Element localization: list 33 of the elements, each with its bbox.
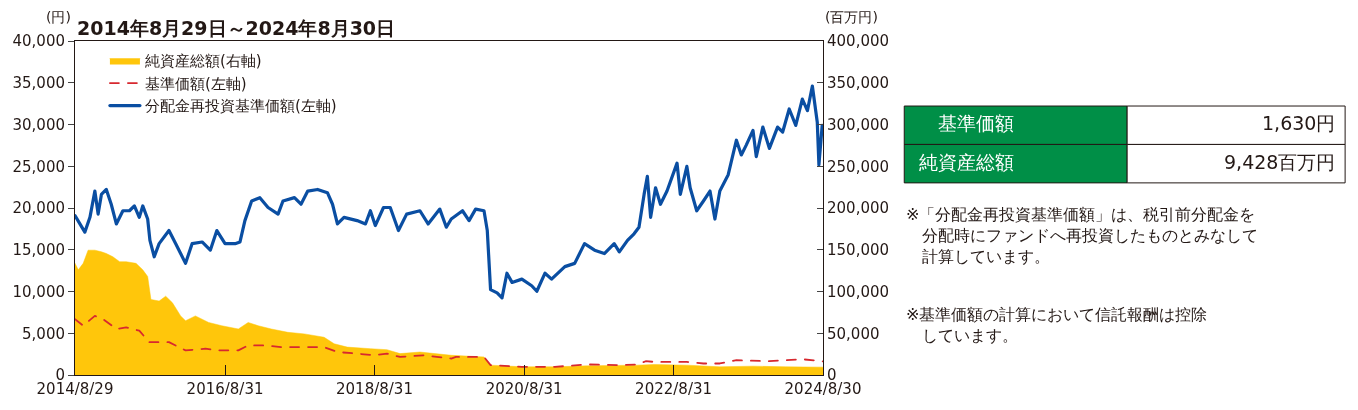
chart-title: 2014年8月29日～2024年8月30日 (77, 17, 396, 39)
y2-axis-title: (百万円) (825, 9, 878, 25)
y-tick-label: 10,000 (12, 282, 65, 301)
y2-tick-label: 150,000 (827, 241, 890, 259)
y2-tick-label: 300,000 (827, 115, 890, 134)
y2-tick-label: 400,000 (827, 32, 890, 51)
legend-label: 純資産総額(右軸) (144, 52, 262, 71)
x-tick-label: 2022/8/31 (635, 380, 713, 398)
legend-label: 分配金再投資基準価額(左軸) (144, 97, 337, 116)
y2-tick-label: 100,000 (827, 282, 890, 301)
text: ※基準価額の計算において信託報酬は控除しています。 (906, 305, 1208, 345)
legend-label: 基準価額(左軸) (144, 74, 247, 93)
y-axis-title: (円) (46, 9, 71, 25)
y-tick-label: 20,000 (12, 199, 65, 218)
x-tick-label: 2020/8/31 (485, 380, 563, 398)
y2-tick-label: 50,000 (827, 324, 880, 343)
text: ※「分配金再投資基準価額」は、税引前分配金を分配時にファンドへ再投資したものとみなして計算しています。 (906, 205, 1258, 266)
y2-tick-label: 200,000 (827, 199, 890, 218)
x-tick-label: 2018/8/31 (336, 380, 413, 398)
y-tick-label: 35,000 (12, 74, 65, 92)
y2-tick-label: 250,000 (827, 157, 890, 176)
x-tick-label: 2016/8/31 (186, 380, 264, 398)
y-tick-label: 30,000 (12, 115, 65, 134)
text: 1,630円 (1262, 112, 1336, 134)
text: 基準価額 (938, 112, 1014, 134)
y-tick-label: 25,000 (12, 157, 65, 176)
line-series (75, 314, 823, 368)
y2-tick-label: 350,000 (827, 74, 890, 92)
text: 9,428百万円 (1224, 151, 1336, 173)
y-tick-label: 40,000 (12, 32, 65, 51)
y-tick-label: 5,000 (22, 324, 65, 343)
y-tick-label: 15,000 (12, 241, 65, 259)
text: 純資産総額 (919, 151, 1014, 173)
